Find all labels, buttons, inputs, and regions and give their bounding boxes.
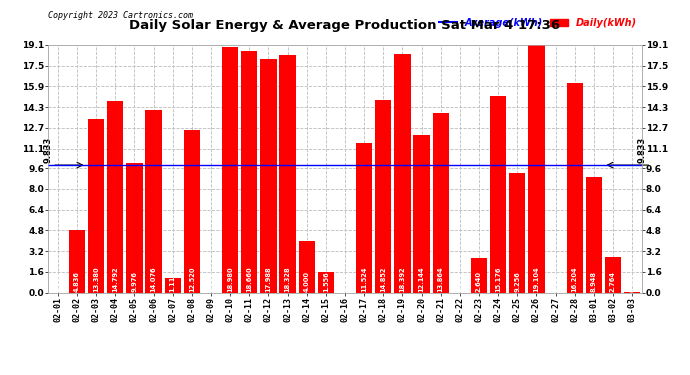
Bar: [146, 110, 161, 292]
Text: 1.556: 1.556: [323, 271, 329, 292]
Text: 0.000: 0.000: [342, 271, 348, 292]
Text: 14.852: 14.852: [380, 266, 386, 292]
Text: 0.000: 0.000: [208, 271, 214, 292]
Text: 18.980: 18.980: [227, 266, 233, 292]
Text: 9.256: 9.256: [514, 271, 520, 292]
Text: 15.176: 15.176: [495, 266, 501, 292]
Bar: [586, 177, 602, 292]
Bar: [356, 143, 373, 292]
Text: 8.948: 8.948: [591, 271, 597, 292]
Bar: [260, 59, 277, 292]
Text: 0.000: 0.000: [55, 271, 61, 292]
Text: 9.833: 9.833: [43, 137, 53, 163]
Text: 14.076: 14.076: [150, 266, 157, 292]
Text: 18.392: 18.392: [400, 266, 406, 292]
Text: 12.520: 12.520: [189, 266, 195, 292]
Text: 14.792: 14.792: [112, 266, 118, 292]
Text: 13.380: 13.380: [93, 266, 99, 292]
Bar: [222, 46, 238, 292]
Text: 2.640: 2.640: [476, 271, 482, 292]
Bar: [471, 258, 487, 292]
Text: 19.104: 19.104: [533, 266, 540, 292]
Bar: [529, 45, 544, 292]
Text: 18.328: 18.328: [284, 266, 290, 292]
Bar: [241, 51, 257, 292]
Bar: [605, 256, 621, 292]
Bar: [509, 172, 525, 292]
Text: 18.660: 18.660: [246, 266, 253, 292]
Text: 4.836: 4.836: [74, 271, 80, 292]
Text: 4.000: 4.000: [304, 271, 310, 292]
Bar: [165, 278, 181, 292]
Bar: [279, 55, 296, 292]
Bar: [317, 272, 334, 292]
Bar: [107, 101, 124, 292]
Text: 0.000: 0.000: [457, 271, 463, 292]
Text: 9.976: 9.976: [131, 271, 137, 292]
Bar: [394, 54, 411, 292]
Bar: [566, 82, 583, 292]
Text: 16.204: 16.204: [572, 266, 578, 292]
Text: 11.524: 11.524: [361, 266, 367, 292]
Bar: [88, 119, 104, 292]
Text: 0.000: 0.000: [553, 271, 559, 292]
Text: 13.864: 13.864: [437, 266, 444, 292]
Bar: [299, 241, 315, 292]
Text: 9.833: 9.833: [637, 137, 647, 163]
Text: 17.988: 17.988: [266, 266, 271, 292]
Bar: [413, 135, 430, 292]
Text: 2.764: 2.764: [610, 271, 616, 292]
Bar: [433, 113, 449, 292]
Text: 0.012: 0.012: [629, 271, 635, 292]
Text: 1.112: 1.112: [170, 271, 176, 292]
Bar: [490, 96, 506, 292]
Bar: [375, 100, 391, 292]
Text: Daily Solar Energy & Average Production Sat Mar 4 17:36: Daily Solar Energy & Average Production …: [130, 19, 560, 32]
Bar: [69, 230, 85, 292]
Bar: [126, 163, 143, 292]
Bar: [184, 130, 200, 292]
Text: 12.144: 12.144: [419, 266, 424, 292]
Text: Copyright 2023 Cartronics.com: Copyright 2023 Cartronics.com: [48, 11, 193, 20]
Legend: Average(kWh), Daily(kWh): Average(kWh), Daily(kWh): [439, 18, 637, 28]
